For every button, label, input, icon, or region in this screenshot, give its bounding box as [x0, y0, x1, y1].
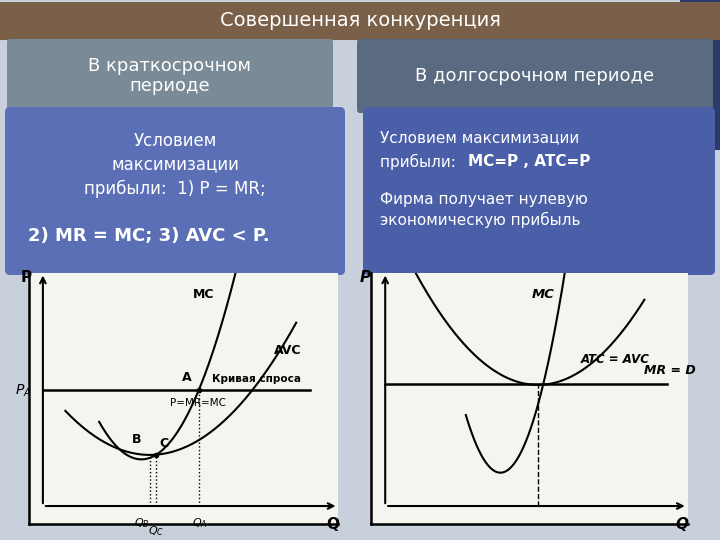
- Text: Фирма получает нулевую
экономическую прибыль: Фирма получает нулевую экономическую при…: [380, 192, 588, 228]
- Text: A: A: [182, 371, 192, 384]
- Text: В краткосрочном
периоде: В краткосрочном периоде: [89, 57, 251, 96]
- Text: MC: MC: [192, 288, 214, 301]
- Text: Кривая спроса: Кривая спроса: [212, 374, 301, 384]
- Text: Q: Q: [326, 517, 339, 532]
- Text: B: B: [132, 433, 141, 446]
- Text: C: C: [159, 437, 168, 450]
- Text: ATC = AVC: ATC = AVC: [581, 354, 650, 367]
- Text: P: P: [360, 269, 371, 285]
- FancyBboxPatch shape: [363, 107, 715, 275]
- Text: Условием
максимизации
прибыли:  1) P = MR;: Условием максимизации прибыли: 1) P = MR…: [84, 132, 266, 198]
- FancyBboxPatch shape: [5, 107, 345, 275]
- Text: $Q_A$: $Q_A$: [192, 516, 208, 530]
- FancyBboxPatch shape: [357, 39, 713, 113]
- Text: В долгосрочном периоде: В долгосрочном периоде: [415, 67, 654, 85]
- FancyBboxPatch shape: [680, 0, 720, 150]
- Text: $Q_B$: $Q_B$: [134, 516, 149, 530]
- Text: $P_A$: $P_A$: [15, 382, 32, 399]
- Text: Условием максимизации: Условием максимизации: [380, 130, 580, 145]
- Text: Совершенная конкуренция: Совершенная конкуренция: [220, 11, 500, 30]
- Text: Q: Q: [675, 517, 688, 532]
- Text: MC: MC: [532, 288, 555, 301]
- Text: P: P: [20, 269, 32, 285]
- Text: AVC: AVC: [274, 344, 301, 357]
- Text: прибыли:: прибыли:: [380, 154, 461, 170]
- Text: $Q_C$: $Q_C$: [148, 524, 164, 538]
- Text: 2) MR = MC; 3) AVC < P.: 2) MR = MC; 3) AVC < P.: [28, 227, 269, 245]
- Text: MC=P , ATC=P: MC=P , ATC=P: [468, 154, 590, 169]
- Text: P=MR=MC: P=MR=MC: [169, 398, 225, 408]
- FancyBboxPatch shape: [7, 39, 333, 113]
- FancyBboxPatch shape: [0, 2, 720, 40]
- Text: MR = D: MR = D: [644, 364, 696, 377]
